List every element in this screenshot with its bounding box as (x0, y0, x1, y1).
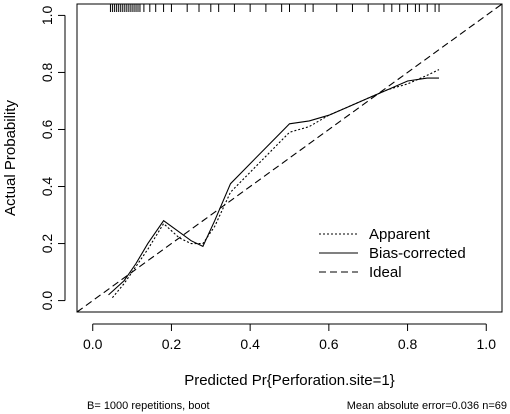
x-tick-label: 0.8 (398, 336, 418, 352)
y-tick-label: 0.4 (39, 177, 55, 197)
rug-marks (109, 4, 440, 12)
x-tick-label: 0.4 (240, 336, 260, 352)
y-axis: 0.0 0.2 0.4 0.6 0.8 1.0 (39, 5, 66, 311)
x-axis-title: Predicted Pr{Perforation.site=1} (184, 372, 395, 389)
series-line-ideal (76, 3, 503, 313)
series-layer (76, 3, 503, 313)
y-axis-title: Actual Probability (2, 100, 19, 216)
series-line-bias-corrected (108, 77, 439, 296)
legend-label-ideal: Ideal (369, 264, 402, 281)
y-tick-label: 0.8 (39, 63, 55, 83)
y-tick-label: 0.0 (39, 291, 55, 311)
x-tick-label: 0.6 (319, 336, 339, 352)
y-tick-label: 1.0 (39, 5, 55, 25)
footnote-left: B= 1000 repetitions, boot (87, 400, 210, 412)
legend-label-apparent: Apparent (369, 226, 431, 243)
x-tick-label: 0.2 (162, 336, 182, 352)
legend-label-bias-corrected: Bias-corrected (369, 245, 466, 262)
y-tick-label: 0.2 (39, 234, 55, 254)
legend: Apparent Bias-corrected Ideal (319, 226, 466, 281)
footnote-right: Mean absolute error=0.036 n=69 (347, 400, 507, 412)
x-tick-label: 1.0 (477, 336, 497, 352)
y-tick-label: 0.6 (39, 120, 55, 140)
x-axis: 0.0 0.2 0.4 0.6 0.8 1.0 (83, 323, 497, 352)
x-tick-label: 0.0 (83, 336, 103, 352)
